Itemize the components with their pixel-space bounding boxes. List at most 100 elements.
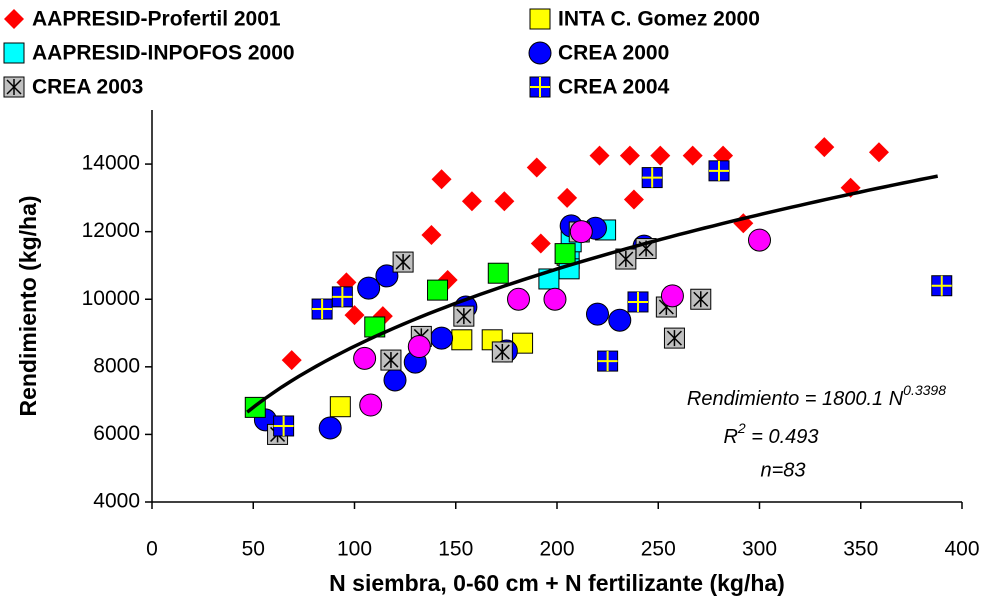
marker	[329, 396, 351, 418]
marker	[491, 341, 513, 363]
x-tick-label: 350	[843, 538, 878, 561]
x-tick-label: 200	[539, 538, 574, 561]
legend-label: CREA 2004	[558, 76, 670, 99]
marker-part	[427, 279, 449, 301]
marker-part	[619, 145, 640, 166]
marker-part	[344, 305, 365, 326]
marker-part	[461, 191, 482, 212]
legend-marker	[3, 42, 25, 64]
marker	[461, 191, 482, 212]
marker-part	[281, 350, 302, 371]
legend-marker	[529, 76, 551, 98]
marker	[690, 288, 712, 310]
marker-part	[353, 346, 377, 370]
marker-part	[682, 145, 703, 166]
marker-part	[431, 169, 452, 190]
marker	[931, 275, 953, 297]
marker-part	[407, 335, 431, 359]
marker-part	[3, 42, 25, 64]
legend: AAPRESID-Profertil 2001 INTA C. Gomez 200…	[3, 8, 760, 99]
x-axis-title: N siembra, 0-60 cm + N fertilizante (kg/…	[329, 570, 785, 596]
marker	[569, 220, 593, 244]
marker-part	[375, 264, 399, 288]
marker-part	[543, 287, 567, 311]
marker-part	[660, 284, 684, 308]
marker-part	[357, 276, 381, 300]
marker	[359, 393, 383, 417]
marker-part	[557, 187, 578, 208]
legend-marker	[529, 8, 551, 30]
marker-part	[329, 396, 351, 418]
equation-exponent: 0.3398	[903, 382, 946, 398]
y-axis-title: Rendimiento (kg/ha)	[15, 195, 41, 416]
marker-part	[608, 308, 632, 332]
marker-part	[494, 191, 515, 212]
marker-part	[318, 416, 342, 440]
legend-label: INTA C. Gomez 2000	[558, 8, 760, 31]
marker	[554, 243, 576, 265]
marker	[530, 233, 551, 254]
marker	[663, 327, 685, 349]
marker-part	[451, 329, 473, 351]
marker	[650, 145, 671, 166]
marker	[407, 335, 431, 359]
marker-part	[507, 287, 531, 311]
marker	[392, 251, 414, 273]
marker	[383, 368, 407, 392]
r-squared: R2 = 0.493	[723, 420, 818, 449]
marker-part	[554, 243, 576, 265]
marker-part	[650, 145, 671, 166]
marker	[494, 191, 515, 212]
equation: Rendimiento = 1800.1 N0.3398	[687, 382, 946, 411]
marker	[526, 157, 547, 178]
marker	[451, 329, 473, 351]
marker-part	[623, 189, 644, 210]
x-tick-label: 400	[944, 538, 979, 561]
marker	[641, 167, 663, 189]
marker	[597, 350, 619, 372]
marker-part	[814, 137, 835, 158]
legend-marker	[3, 76, 25, 98]
marker	[281, 350, 302, 371]
marker	[557, 187, 578, 208]
y-tick-label: 12000	[82, 219, 140, 242]
n-count: n=83	[760, 459, 805, 481]
marker-part	[430, 326, 454, 350]
legend-label: AAPRESID-Profertil 2001	[32, 8, 281, 31]
marker	[682, 145, 703, 166]
marker	[375, 264, 399, 288]
marker	[487, 262, 509, 284]
marker	[344, 305, 365, 326]
marker-part	[4, 9, 24, 29]
marker	[318, 416, 342, 440]
marker	[427, 279, 449, 301]
marker-part	[868, 142, 889, 163]
y-tick-label: 6000	[93, 422, 140, 445]
legend-label: AAPRESID-INPOFOS 2000	[32, 42, 295, 65]
marker-part	[383, 368, 407, 392]
y-tick-label: 8000	[93, 354, 140, 377]
x-tick-label: 0	[146, 538, 158, 561]
marker	[586, 302, 609, 326]
marker	[623, 189, 644, 210]
legend-marker	[4, 9, 24, 29]
marker	[353, 346, 377, 370]
marker	[660, 284, 684, 308]
marker	[311, 298, 333, 320]
marker	[507, 287, 531, 311]
marker	[273, 415, 295, 437]
marker-part	[526, 157, 547, 178]
marker	[331, 286, 353, 308]
marker-part	[529, 8, 551, 30]
marker	[708, 160, 730, 182]
marker-part	[589, 145, 610, 166]
y-tick-label: 10000	[82, 287, 140, 310]
x-tick-label: 150	[438, 538, 473, 561]
equation-text: Rendimiento = 1800.1 N	[687, 388, 904, 410]
marker-part	[528, 41, 552, 65]
marker-part	[748, 228, 771, 252]
marker	[627, 291, 649, 313]
x-tick-label: 250	[641, 538, 676, 561]
